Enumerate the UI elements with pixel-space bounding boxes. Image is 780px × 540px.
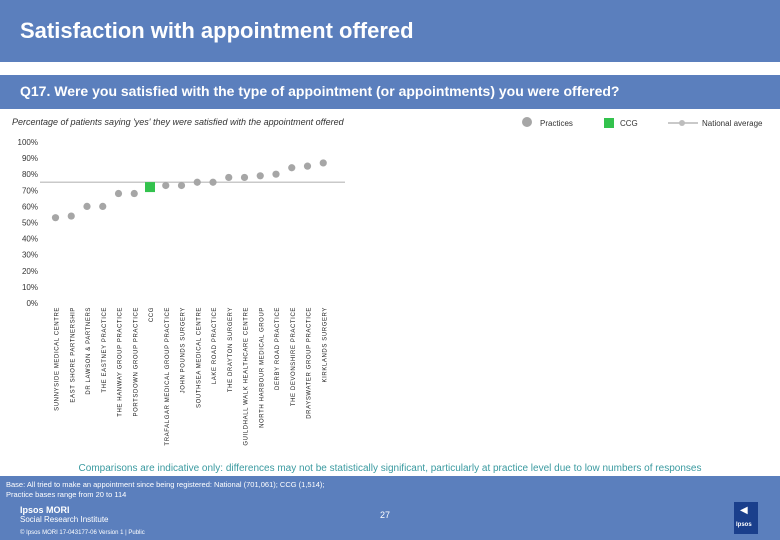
legend-ccg-marker [604, 118, 614, 128]
y-tick-label: 60% [22, 202, 38, 211]
ipsos-arrow-icon: ◀ [740, 505, 748, 516]
logo-sub-text: Social Research Institute [20, 515, 109, 524]
category-label: SOUTHSEA MEDICAL CENTRE [196, 307, 202, 408]
y-tick-label: 70% [22, 186, 38, 195]
legend-national-label: National average [702, 119, 763, 128]
category-label: SUNNYSIDE MEDICAL CENTRE [55, 307, 61, 411]
practice-point [83, 202, 91, 210]
base-note: Base: All tried to make an appointment s… [6, 480, 566, 500]
question-bar: Q17. Were you satisfied with the type of… [0, 75, 780, 109]
practice-point [319, 159, 327, 167]
practice-point [114, 189, 123, 198]
legend-national-marker [679, 120, 685, 126]
ipsos-brand-word: Ipsos [736, 522, 752, 528]
category-label: PORTSDOWN GROUP PRACTICE [133, 307, 139, 417]
y-tick-label: 90% [22, 154, 38, 163]
y-tick-label: 80% [22, 170, 38, 179]
legend-ccg-label: CCG [620, 119, 638, 128]
base-line-2: Practice bases range from 20 to 114 [6, 490, 127, 499]
chart-subtitle: Percentage of patients saying 'yes' they… [12, 117, 344, 127]
category-label: THE DRAYTON SURGERY [228, 307, 234, 392]
practice-point [99, 202, 107, 210]
comparison-note: Comparisons are indicative only: differe… [78, 463, 702, 474]
y-tick-label: 20% [22, 267, 38, 276]
y-tick-label: 50% [22, 219, 38, 228]
practice-point [303, 162, 312, 170]
category-label: THE EASTNEY PRACTICE [102, 307, 108, 393]
practice-point [162, 181, 170, 190]
base-line-1: Base: All tried to make an appointment s… [6, 480, 325, 489]
ipsos-brand-box [734, 502, 758, 534]
question-text: Q17. Were you satisfied with the type of… [20, 83, 620, 99]
y-tick-label: 0% [26, 299, 38, 308]
page-number: 27 [380, 510, 391, 520]
practice-point [225, 173, 233, 182]
practice-point [130, 189, 138, 198]
legend-practices-label: Practices [540, 119, 573, 128]
logo-main-text: Ipsos MORI [20, 505, 70, 515]
y-tick-label: 10% [22, 283, 38, 292]
y-tick-label: 30% [22, 251, 38, 260]
footer-bar [0, 476, 780, 540]
y-tick-label: 100% [18, 138, 38, 147]
practice-point [51, 214, 60, 222]
category-label: NORTH HARBOUR MEDICAL GROUP [259, 307, 265, 428]
page-title: Satisfaction with appointment offered [20, 18, 414, 43]
chart: 0% 10% 20% 30% 40% 50% 60% 70% 80% 90% 100% SUNNYSI… [18, 138, 345, 446]
header-bar: Satisfaction with appointment offered [0, 0, 780, 62]
category-label: DR LAWSON & PARTNERS [86, 307, 92, 395]
category-label: GUILDHALL WALK HEALTHCARE CENTRE [244, 307, 250, 446]
category-label: DERBY ROAD PRACTICE [275, 307, 281, 390]
practice-point [67, 212, 75, 220]
category-label: DRAYSWATER GROUP PRACTICE [307, 307, 313, 419]
category-label: EAST SHORE PARTNERSHIP [70, 307, 76, 403]
category-label: TRAFALGAR MEDICAL GROUP PRACTICE [165, 307, 171, 446]
category-label: THE HANWAY GROUP PRACTICE [118, 307, 124, 417]
ipsos-mori-logo: Ipsos MORI Social Research Institute [20, 505, 109, 524]
category-label: THE DEVONSHIRE PRACTICE [291, 307, 297, 406]
practice-point [272, 170, 280, 178]
practice-point [240, 173, 249, 182]
copyright: © Ipsos MORI 17-043177-06 Version 1 | Pu… [20, 530, 145, 536]
y-tick-label: 40% [22, 235, 38, 244]
category-label: CCG [149, 307, 155, 322]
legend-practice-marker [522, 117, 532, 127]
category-label: KIRKLANDS SURGERY [322, 307, 328, 382]
practice-point [256, 172, 264, 180]
practice-point [177, 181, 186, 190]
category-label: LAKE ROAD PRACTICE [212, 307, 218, 384]
category-label: JOHN POUNDS SURGERY [181, 307, 187, 393]
practice-point [193, 178, 201, 186]
practice-point [209, 178, 217, 186]
ccg-marker [145, 182, 155, 193]
practice-point [288, 164, 296, 172]
